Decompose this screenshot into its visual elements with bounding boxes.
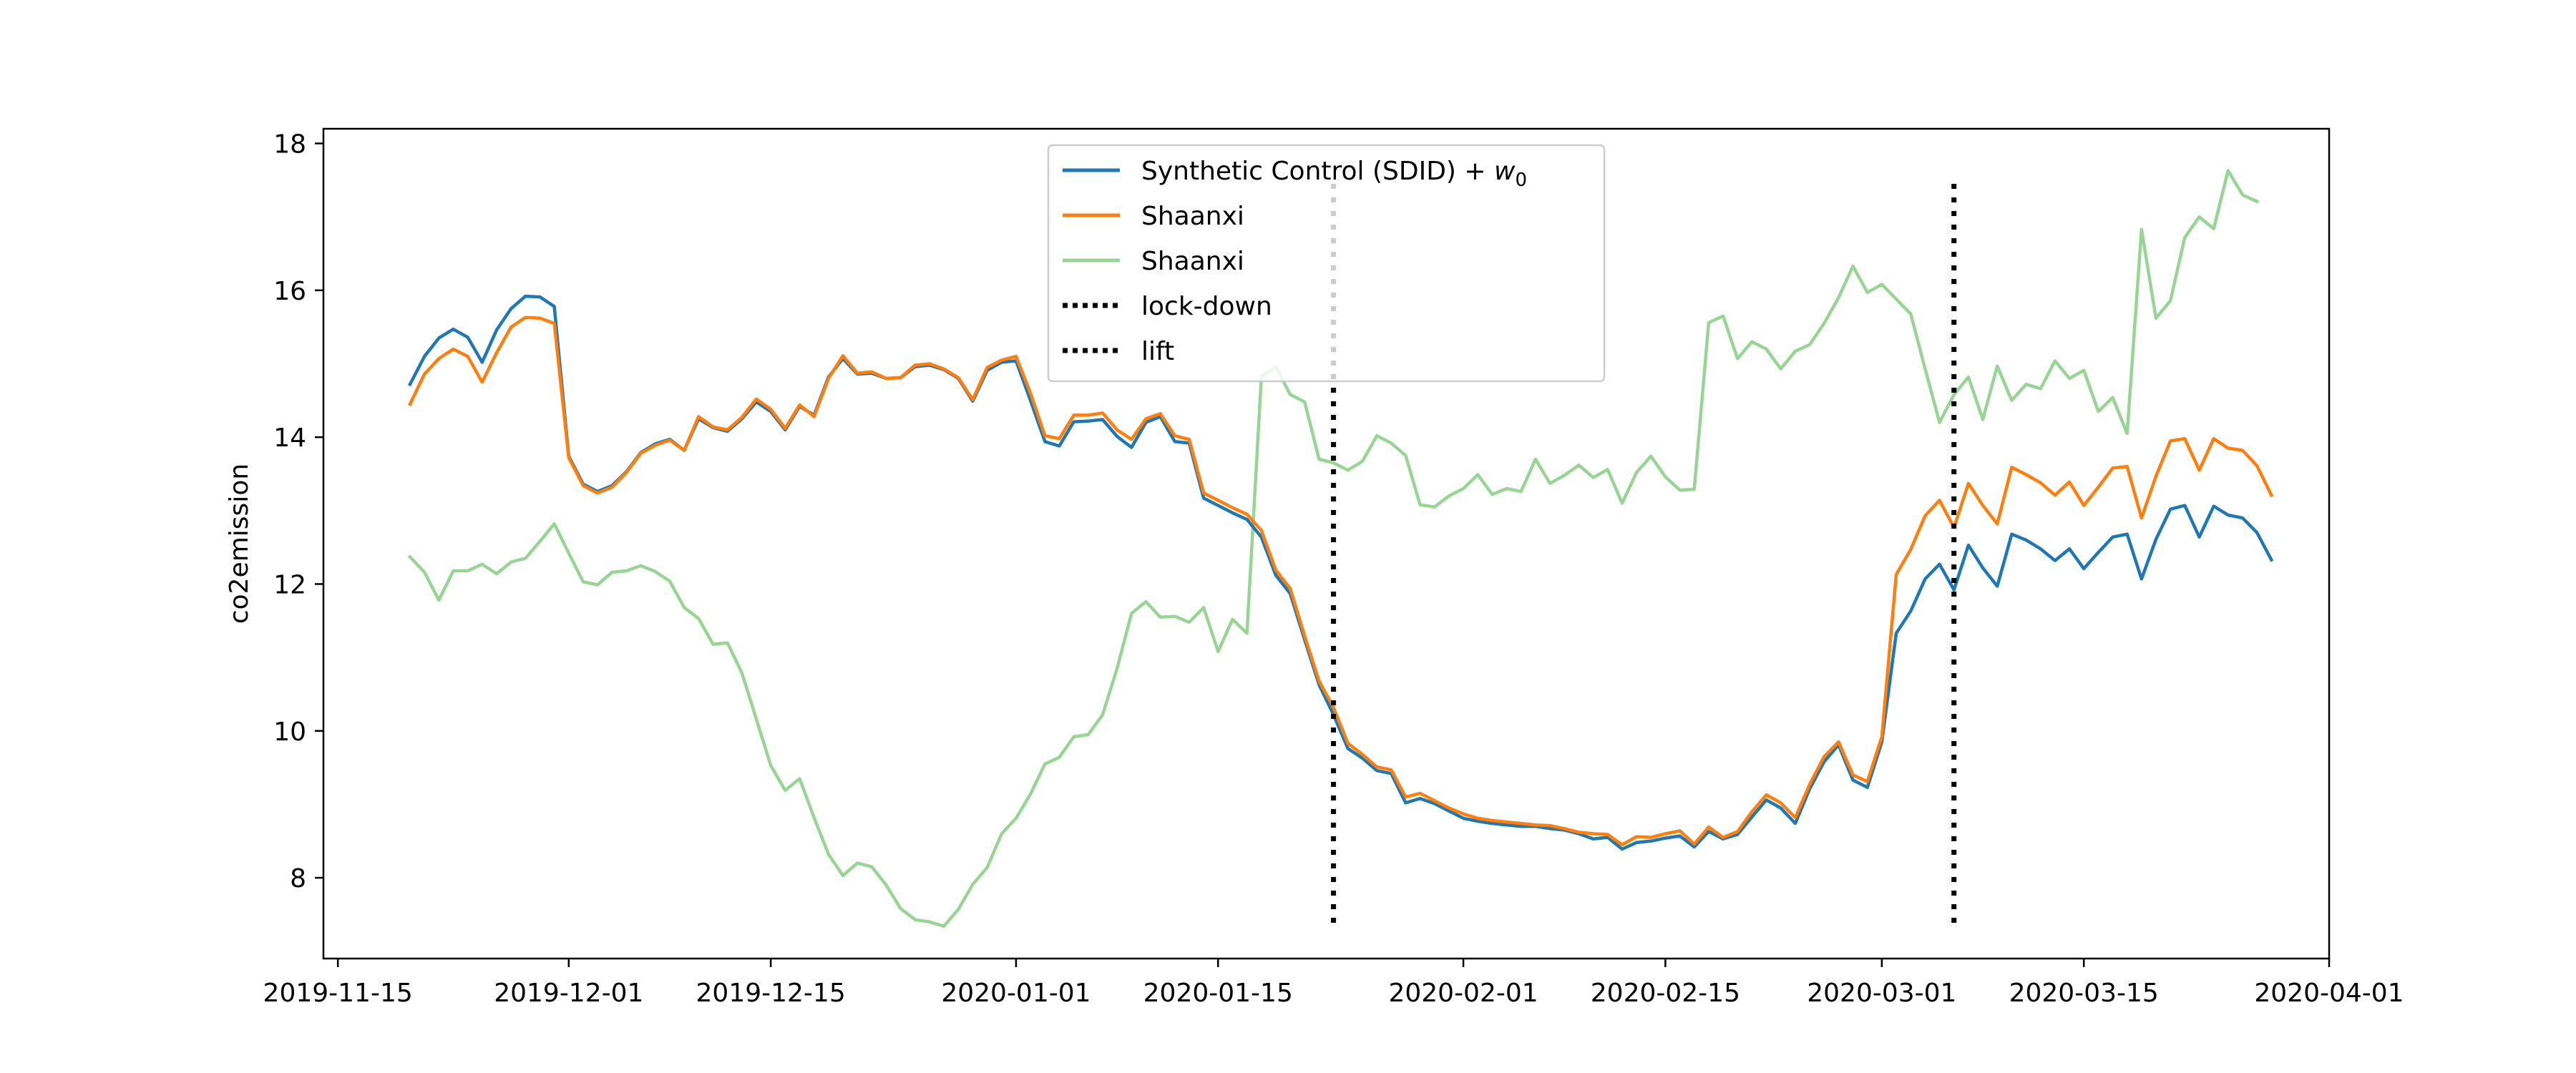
y-axis-title: co2emission [225,464,254,624]
y-tick-label: 16 [273,277,306,306]
plot-frame [322,127,2331,960]
series-line-1 [407,315,2274,847]
legend-label: Synthetic Control (SDID) + w0 [1141,157,1527,191]
y-tick-label: 8 [290,864,306,893]
y-tick-label: 14 [273,423,306,453]
legend-label-text: lift [1141,337,1174,366]
x-tick-label: 2020-04-01 [2254,979,2404,1008]
x-tick-label: 2020-01-01 [941,979,1091,1008]
legend-label-math: w [1494,157,1516,186]
y-tick-label: 12 [273,570,306,599]
y-tick-label: 18 [273,130,306,160]
x-tick-label: 2019-11-15 [263,979,413,1008]
legend-label-text: lock-down [1141,292,1272,321]
legend-label: lift [1141,337,1174,366]
legend-label-text: Shaanxi [1141,202,1244,231]
x-tick-label: 2020-03-01 [1807,979,1956,1008]
x-tick-label: 2019-12-15 [696,979,846,1008]
series-line-2 [407,169,2260,929]
legend-label: Shaanxi [1141,247,1244,276]
legend-label-sub: 0 [1515,170,1527,191]
legend-label: Shaanxi [1141,202,1244,231]
y-tick-label: 10 [273,717,306,747]
legend-box [1047,144,1606,383]
x-tick-label: 2020-02-15 [1591,979,1740,1008]
x-tick-label: 2020-02-01 [1388,979,1538,1008]
x-tick-label: 2020-03-15 [2009,979,2159,1008]
x-tick-label: 2019-12-01 [494,979,643,1008]
axes: 2019-11-15 2019-12-01 2019-12-15 2020-01-01… [225,127,2404,1008]
legend-label-text: Shaanxi [1141,247,1244,276]
legend-label-text: Synthetic Control (SDID) + [1141,157,1494,186]
legend: Synthetic Control (SDID) + w0 Shaanxi Shaa… [1047,144,1606,383]
x-tick-label: 2020-01-15 [1143,979,1293,1008]
legend-label: lock-down [1141,292,1272,321]
